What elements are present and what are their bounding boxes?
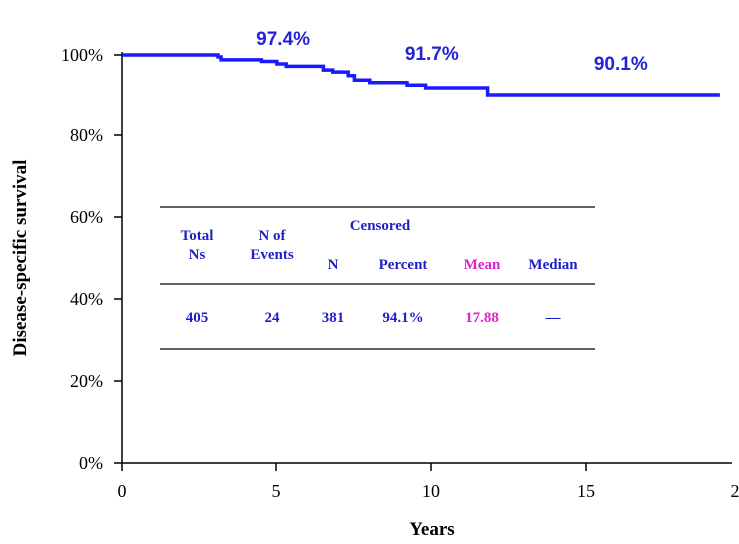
x-tick-label: 2 [731, 481, 739, 501]
cell-n-events: 24 [265, 310, 281, 326]
cell-median: — [545, 310, 562, 326]
y-tick-label: 100% [61, 45, 103, 65]
y-tick-label: 20% [70, 371, 103, 391]
header-censored: Censored [350, 218, 411, 234]
header-censored-percent: Percent [379, 257, 428, 273]
y-axis-title: Disease-specific survival [10, 160, 31, 357]
x-tick-label: 15 [577, 481, 595, 501]
header-censored-n: N [328, 257, 339, 273]
y-ticks [114, 54, 122, 464]
x-tick-label: 0 [118, 481, 127, 501]
cell-total-ns: 405 [186, 310, 209, 326]
header-n-events-line2: Events [250, 247, 294, 263]
header-median: Median [528, 257, 578, 273]
x-tick-label: 10 [422, 481, 440, 501]
cell-mean: 17.88 [465, 310, 499, 326]
annotation-label: 97.4% [256, 29, 310, 50]
cell-censored-percent: 94.1% [382, 310, 423, 326]
annotation-label: 91.7% [405, 44, 459, 65]
y-tick-label: 40% [70, 289, 103, 309]
x-tick-label: 5 [272, 481, 281, 501]
y-tick-label: 0% [79, 453, 103, 473]
survival-curve [122, 53, 720, 97]
header-n-events-line1: N of [258, 228, 286, 244]
header-total-ns-line1: Total [181, 228, 214, 244]
x-ticks [121, 463, 587, 471]
cell-censored-n: 381 [322, 310, 345, 326]
y-tick-label: 60% [70, 207, 103, 227]
header-total-ns-line2: Ns [189, 247, 206, 263]
y-tick-label: 80% [70, 125, 103, 145]
header-mean: Mean [464, 257, 501, 273]
x-axis-title: Years [409, 519, 454, 540]
summary-table: Total Ns N of Events Censored N Percent … [160, 206, 595, 350]
annotation-label: 90.1% [594, 54, 648, 75]
